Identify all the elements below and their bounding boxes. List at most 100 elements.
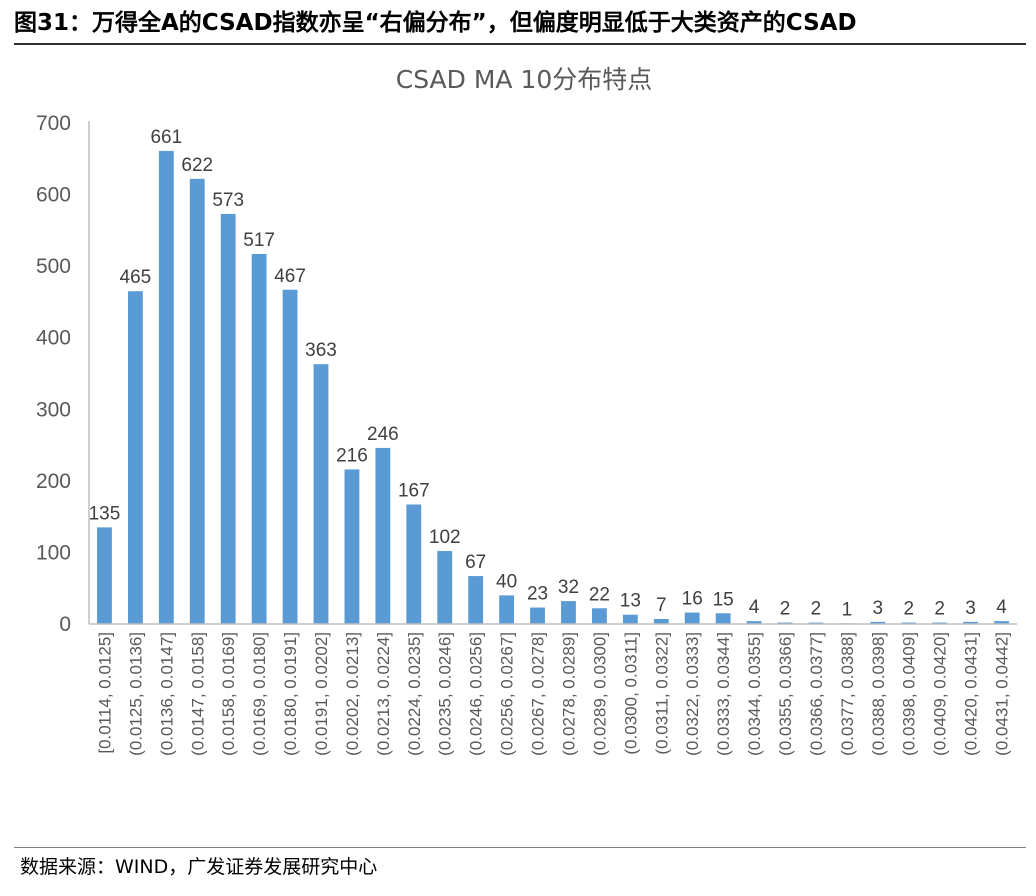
x-tick-label: (0.0125, 0.0136]: [126, 632, 145, 756]
y-tick-label: 500: [36, 255, 71, 278]
data-label: 246: [367, 424, 399, 445]
x-tick-label: (0.0235, 0.0246]: [436, 632, 455, 756]
x-tick-label: (0.0420, 0.0431]: [962, 632, 981, 756]
bar: [406, 504, 422, 624]
y-tick-label: 700: [36, 112, 71, 135]
data-label: 7: [656, 595, 667, 616]
x-tick-label: (0.0398, 0.0409]: [900, 632, 919, 756]
bar: [530, 607, 545, 624]
x-tick-label: (0.0224, 0.0235]: [405, 632, 424, 756]
x-tick-label: (0.0344, 0.0355]: [745, 632, 764, 756]
data-label: 22: [589, 584, 610, 605]
bar: [715, 613, 731, 624]
data-label: 3: [965, 598, 976, 619]
x-tick-label: (0.0322, 0.0333]: [683, 632, 702, 756]
data-label: 40: [496, 571, 517, 592]
data-label: 3: [873, 598, 884, 619]
x-tick-label: (0.0169, 0.0180]: [250, 632, 269, 756]
bar: [375, 447, 391, 624]
data-labels: 1354656616225735174673632162461671026740…: [89, 127, 1008, 620]
data-label: 67: [465, 552, 486, 573]
x-tick-label: (0.0136, 0.0147]: [157, 632, 176, 756]
data-label: 167: [398, 480, 430, 501]
x-tick-label: (0.0311, 0.0322]: [652, 632, 671, 755]
x-tick-label: (0.0180, 0.0191]: [281, 632, 300, 756]
x-tick-label: (0.0213, 0.0224]: [374, 632, 393, 756]
x-tick-label: (0.0267, 0.0278]: [529, 632, 548, 756]
x-tick-label: (0.0191, 0.0202]: [312, 632, 331, 756]
data-label: 13: [620, 591, 641, 612]
y-tick-label: 100: [36, 541, 71, 564]
data-label: 2: [934, 599, 945, 620]
data-label: 2: [903, 599, 914, 620]
y-tick-label: 200: [36, 470, 71, 493]
bar: [499, 595, 515, 624]
data-label: 661: [150, 127, 182, 148]
data-label: 32: [558, 577, 579, 598]
data-label: 216: [336, 445, 368, 466]
data-label: 573: [212, 190, 244, 211]
x-tick-label: (0.0202, 0.0213]: [343, 632, 362, 756]
data-label: 15: [713, 589, 734, 610]
bar: [653, 618, 669, 624]
x-tick-label: (0.0388, 0.0398]: [869, 632, 888, 756]
data-label: 23: [527, 584, 548, 605]
x-tick-label: (0.0289, 0.0300]: [590, 632, 609, 756]
data-label: 4: [996, 597, 1007, 618]
bar: [468, 576, 484, 624]
bar: [746, 621, 762, 624]
x-tick-label: (0.0355, 0.0366]: [776, 632, 795, 756]
x-axis: [0.0114, 0.0125] (0.0125, 0.0136] (0.0136,…: [89, 623, 1017, 756]
x-tick-label: (0.0158, 0.0169]: [219, 632, 238, 756]
x-tick-label: (0.0366, 0.0377]: [807, 632, 826, 756]
bar: [963, 621, 979, 624]
data-label: 135: [89, 503, 121, 524]
title-divider: [14, 43, 1026, 45]
bar: [251, 253, 267, 624]
bar: [97, 527, 112, 624]
x-tick-label: (0.0409, 0.0420]: [931, 632, 950, 756]
x-tick-label: (0.0431, 0.0442]: [993, 632, 1012, 756]
bar: [344, 469, 360, 624]
y-tick-label: 300: [36, 398, 71, 421]
x-tick-label: [0.0114, 0.0125]: [95, 632, 114, 754]
bar: [437, 550, 453, 624]
x-tick-label: (0.0333, 0.0344]: [714, 632, 733, 756]
bar: [684, 612, 700, 624]
bar: [561, 601, 576, 624]
source-divider: [14, 847, 1026, 848]
bar: [220, 213, 236, 624]
data-label: 622: [181, 155, 213, 176]
x-tick-label: (0.0278, 0.0289]: [559, 632, 578, 756]
bar: [158, 150, 174, 625]
data-label: 16: [682, 589, 703, 610]
data-label: 363: [305, 340, 337, 361]
y-tick-label: 400: [36, 327, 71, 350]
bar-series: [97, 150, 1009, 625]
bar: [591, 608, 607, 624]
y-tick-label: 0: [59, 613, 71, 636]
bar: [313, 364, 329, 624]
data-label: 465: [120, 267, 152, 288]
x-tick-label: (0.0300, 0.0311]: [621, 632, 640, 755]
x-tick-label: (0.0377, 0.0388]: [838, 632, 857, 756]
data-label: 2: [811, 599, 822, 620]
data-label: 2: [780, 599, 791, 620]
data-label: 517: [243, 230, 275, 251]
bar: [127, 291, 143, 624]
source-note: 数据来源：WIND，广发证券发展研究中心: [20, 856, 378, 878]
bar: [994, 621, 1009, 624]
bar: [870, 621, 886, 624]
y-tick-label: 600: [36, 184, 71, 207]
x-tick-label: (0.0147, 0.0158]: [188, 632, 207, 756]
y-axis: 0 100 200 300 400 500 600 700: [36, 112, 90, 636]
figure-title: 图31：万得全A的CSAD指数亦呈“右偏分布”，但偏度明显低于大类资产的CSAD: [14, 10, 857, 36]
data-label: 467: [274, 266, 306, 287]
data-label: 1: [842, 599, 853, 620]
x-tick-label: (0.0246, 0.0256]: [467, 632, 486, 756]
chart-title: CSAD MA 10分布特点: [396, 65, 653, 94]
bar: [282, 289, 298, 624]
bar: [189, 178, 205, 624]
data-label: 102: [429, 527, 461, 548]
